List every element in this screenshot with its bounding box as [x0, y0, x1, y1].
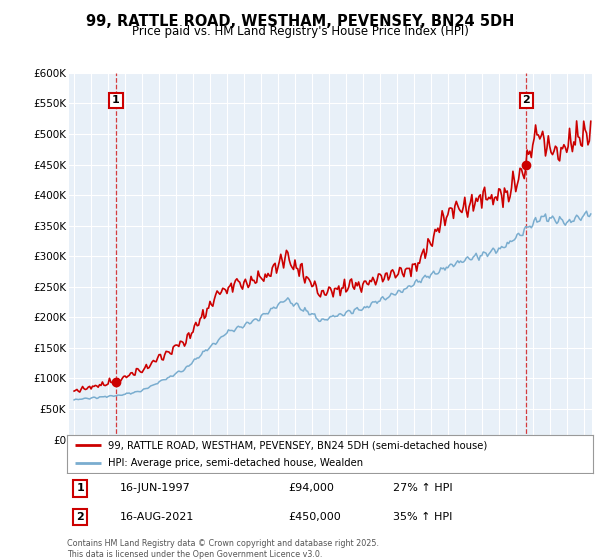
Text: £450,000: £450,000	[288, 512, 341, 522]
Text: £94,000: £94,000	[288, 483, 334, 493]
Text: 99, RATTLE ROAD, WESTHAM, PEVENSEY, BN24 5DH (semi-detached house): 99, RATTLE ROAD, WESTHAM, PEVENSEY, BN24…	[108, 440, 487, 450]
Text: HPI: Average price, semi-detached house, Wealden: HPI: Average price, semi-detached house,…	[108, 458, 364, 468]
Text: 35% ↑ HPI: 35% ↑ HPI	[393, 512, 452, 522]
Text: 1: 1	[76, 483, 84, 493]
Text: 16-JUN-1997: 16-JUN-1997	[120, 483, 191, 493]
Text: 2: 2	[523, 95, 530, 105]
Text: Price paid vs. HM Land Registry's House Price Index (HPI): Price paid vs. HM Land Registry's House …	[131, 25, 469, 38]
Text: 1: 1	[112, 95, 120, 105]
Text: Contains HM Land Registry data © Crown copyright and database right 2025.
This d: Contains HM Land Registry data © Crown c…	[67, 539, 379, 559]
Text: 27% ↑ HPI: 27% ↑ HPI	[393, 483, 452, 493]
Text: 16-AUG-2021: 16-AUG-2021	[120, 512, 194, 522]
Text: 2: 2	[76, 512, 84, 522]
Text: 99, RATTLE ROAD, WESTHAM, PEVENSEY, BN24 5DH: 99, RATTLE ROAD, WESTHAM, PEVENSEY, BN24…	[86, 14, 514, 29]
